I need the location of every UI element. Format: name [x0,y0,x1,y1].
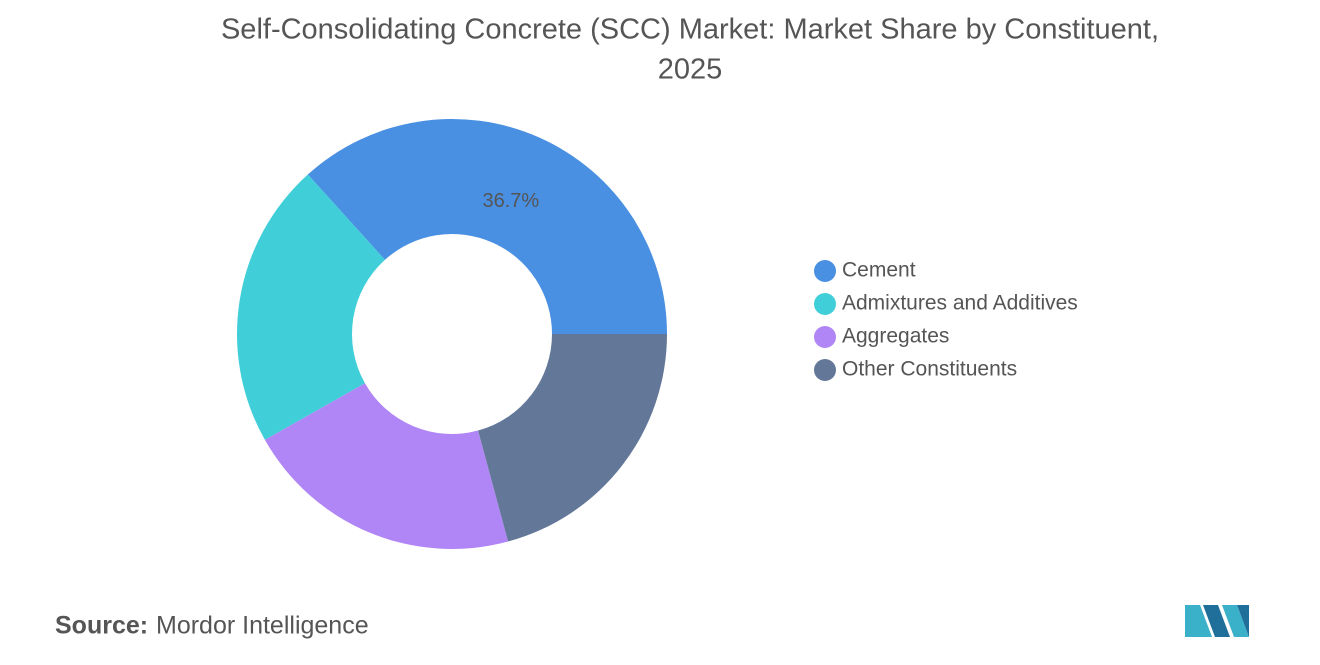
donut-segment [307,118,667,334]
donut-segment [478,334,667,542]
legend-label: Admixtures and Additives [842,292,1078,315]
data-label: 36.7% [482,190,539,212]
legend-label: Other Constituents [842,358,1017,381]
legend-label: Cement [842,259,916,282]
source: Mordor Intelligence [156,612,369,640]
chart-title: Self-Consolidating Concrete (SCC) Market… [221,14,1159,46]
donut-segment [236,174,385,440]
legend-marker [814,293,836,315]
legend-marker [814,260,836,282]
legend-marker [814,326,836,348]
logo [1185,605,1249,637]
donut-segment [264,383,509,549]
source-label: Source: [55,612,148,640]
legend-label: Aggregates [842,325,949,348]
chart-subtitle: 2025 [658,54,723,86]
legend-marker [814,359,836,381]
